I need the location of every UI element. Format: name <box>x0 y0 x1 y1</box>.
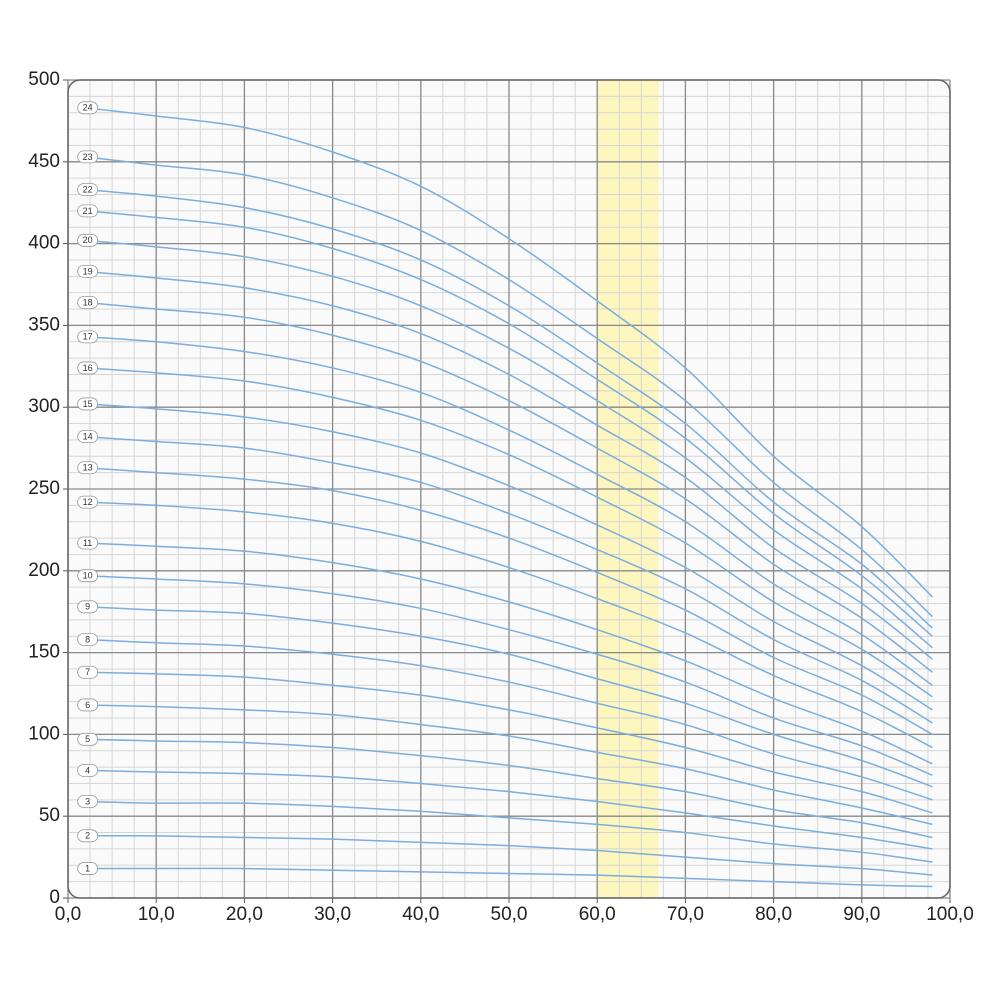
curve-label: 9 <box>85 602 90 612</box>
y-tick-label: 350 <box>28 314 60 335</box>
curve-label-box <box>77 763 99 777</box>
curve-label-box <box>77 536 99 550</box>
curve <box>85 367 933 698</box>
curve-label: 24 <box>83 103 93 113</box>
curve-label-box <box>77 430 99 444</box>
curve <box>85 301 933 673</box>
curve <box>85 867 933 888</box>
curve-label: 15 <box>83 399 93 409</box>
curve <box>85 542 933 765</box>
curve-label-box <box>77 296 99 309</box>
curve <box>85 403 933 711</box>
curve <box>85 210 933 637</box>
curve-label: 5 <box>85 734 90 744</box>
curve-label-box <box>77 233 99 247</box>
curve-label: 14 <box>83 432 93 442</box>
x-tick-label: 100,0 <box>926 904 974 925</box>
curve-label-box <box>77 361 99 375</box>
curve-label: 19 <box>83 266 93 276</box>
curve <box>85 435 933 724</box>
curve-label-box <box>77 204 99 218</box>
y-tick-label: 250 <box>28 478 60 499</box>
curve <box>85 638 933 801</box>
x-tick-label: 0,0 <box>55 904 81 925</box>
curve-label-box <box>77 795 99 808</box>
curve-label-box <box>77 330 99 344</box>
y-tick-label: 50 <box>39 805 60 826</box>
curve <box>85 671 933 814</box>
curve-label-box <box>77 829 99 843</box>
x-tick-label: 50,0 <box>491 904 528 925</box>
plot-frame <box>67 79 951 899</box>
x-tick-label: 70,0 <box>667 904 704 925</box>
curve <box>85 704 933 826</box>
curve-label: 2 <box>85 831 90 841</box>
x-tick-label: 80,0 <box>755 904 792 925</box>
curve <box>85 466 933 736</box>
curve-label-box <box>77 600 99 614</box>
curve-label-box <box>77 150 99 164</box>
curve-label: 11 <box>83 538 92 548</box>
curve <box>85 834 933 876</box>
curve-label: 6 <box>85 700 90 710</box>
curve-label: 20 <box>83 235 93 245</box>
curve <box>85 156 933 618</box>
curve-label: 10 <box>83 571 93 581</box>
curve-label-box <box>77 397 99 411</box>
curve-label: 12 <box>83 497 93 507</box>
curve-label: 13 <box>83 463 93 473</box>
curve <box>85 188 933 629</box>
curve-label-box <box>77 183 99 197</box>
curve-label: 17 <box>83 332 93 342</box>
x-tick-label: 30,0 <box>314 904 351 925</box>
y-tick-label: 400 <box>28 233 60 254</box>
y-tick-label: 100 <box>28 723 60 744</box>
curve <box>85 501 933 749</box>
x-tick-label: 40,0 <box>402 904 439 925</box>
curve-label: 21 <box>83 206 93 216</box>
curve-label-box <box>77 665 99 679</box>
curve <box>85 738 933 839</box>
curve-label: 4 <box>85 765 90 775</box>
curve-label: 8 <box>85 634 90 644</box>
y-tick-label: 500 <box>28 69 60 90</box>
curve-label: 7 <box>85 667 90 677</box>
curve <box>85 107 933 598</box>
y-tick-label: 150 <box>28 642 60 663</box>
curve-label-box <box>77 569 99 583</box>
curve-label-box <box>77 633 99 646</box>
y-tick-label: 300 <box>28 396 60 417</box>
curve <box>85 606 933 788</box>
curve-label-box <box>77 862 99 875</box>
x-tick-label: 90,0 <box>843 904 880 925</box>
curve-label: 23 <box>83 152 93 162</box>
x-tick-label: 10,0 <box>138 904 175 925</box>
curve-label-box <box>77 101 99 115</box>
curve-label-box <box>77 461 99 475</box>
y-tick-label: 0 <box>49 887 60 908</box>
curve <box>85 769 933 850</box>
curve <box>85 336 933 686</box>
curve-label: 22 <box>83 184 93 194</box>
y-tick-label: 450 <box>28 151 60 172</box>
curve-label-box <box>77 732 99 746</box>
x-tick-label: 60,0 <box>579 904 616 925</box>
curve-label: 1 <box>85 863 90 873</box>
x-tick-label: 20,0 <box>226 904 263 925</box>
curve-label-box <box>77 698 99 712</box>
curve-label-box <box>77 265 99 278</box>
y-tick-label: 200 <box>28 560 60 581</box>
curve-label: 18 <box>83 297 93 307</box>
curve <box>85 270 933 660</box>
curve <box>85 239 933 649</box>
curve <box>85 574 933 776</box>
curve-label: 3 <box>85 796 90 806</box>
curve-label: 16 <box>83 363 93 373</box>
curve <box>85 800 933 863</box>
curve-label-box <box>77 495 99 509</box>
